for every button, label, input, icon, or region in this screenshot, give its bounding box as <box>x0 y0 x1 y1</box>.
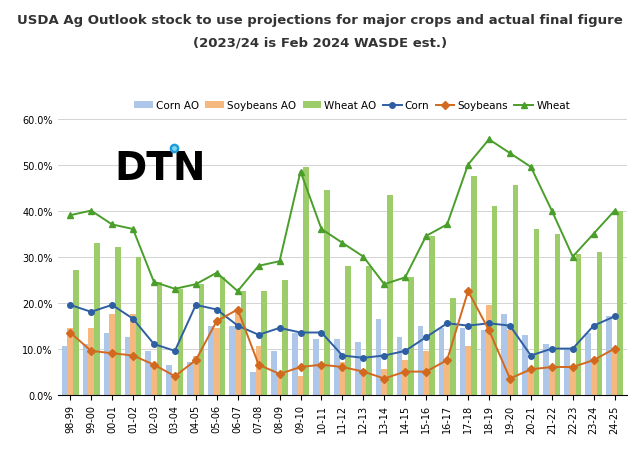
Bar <box>83 344 88 395</box>
Bar <box>429 236 435 395</box>
Bar <box>166 365 172 395</box>
Bar <box>276 374 282 395</box>
Bar <box>125 337 130 395</box>
Bar <box>172 376 178 395</box>
Bar <box>235 310 241 395</box>
Bar <box>292 333 298 395</box>
Bar <box>94 243 100 395</box>
Bar <box>241 291 246 395</box>
Bar <box>61 347 67 395</box>
Bar <box>418 326 423 395</box>
Bar <box>465 347 471 395</box>
Bar <box>220 278 225 395</box>
Bar <box>522 335 528 395</box>
Bar <box>340 363 345 395</box>
Bar <box>564 349 570 395</box>
Bar <box>534 230 540 395</box>
Bar <box>88 328 94 395</box>
Bar <box>334 340 340 395</box>
Legend: Corn AO, Soybeans AO, Wheat AO, Corn, Soybeans, Wheat: Corn AO, Soybeans AO, Wheat AO, Corn, So… <box>130 97 574 115</box>
Bar <box>109 314 115 395</box>
Bar <box>157 282 163 395</box>
Bar <box>502 314 507 395</box>
Bar <box>596 252 602 395</box>
Bar <box>198 285 204 395</box>
Bar <box>208 326 214 395</box>
Bar <box>507 330 513 395</box>
Bar <box>298 376 303 395</box>
Bar <box>376 319 381 395</box>
Bar <box>397 337 403 395</box>
Bar <box>262 291 267 395</box>
Bar <box>381 369 387 395</box>
Bar <box>549 369 555 395</box>
Bar <box>145 351 151 395</box>
Bar <box>543 344 549 395</box>
Bar <box>513 186 518 395</box>
Bar <box>612 349 618 395</box>
Bar <box>193 356 198 395</box>
Bar <box>115 248 120 395</box>
Bar <box>591 360 596 395</box>
Text: USDA Ag Outlook stock to use projections for major crops and actual final figure: USDA Ag Outlook stock to use projections… <box>17 14 623 27</box>
Bar <box>492 207 497 395</box>
Bar <box>345 266 351 395</box>
Bar <box>136 257 141 395</box>
Bar <box>618 211 623 395</box>
Bar <box>460 328 465 395</box>
Bar <box>403 360 408 395</box>
Bar <box>585 333 591 395</box>
Bar <box>408 278 413 395</box>
Bar <box>366 266 372 395</box>
Bar <box>104 333 109 395</box>
Bar <box>438 328 444 395</box>
Bar <box>73 271 79 395</box>
Bar <box>130 314 136 395</box>
Bar <box>229 326 235 395</box>
Bar <box>271 351 276 395</box>
Bar <box>575 255 581 395</box>
Text: (2023/24 is Feb 2024 WASDE est.): (2023/24 is Feb 2024 WASDE est.) <box>193 37 447 50</box>
Bar <box>570 367 575 395</box>
Bar <box>481 330 486 395</box>
Bar <box>178 289 183 395</box>
Bar <box>188 363 193 395</box>
Bar <box>256 347 262 395</box>
Bar <box>444 360 450 395</box>
Bar <box>450 298 456 395</box>
Bar <box>360 369 366 395</box>
Bar <box>471 177 477 395</box>
Bar <box>528 369 534 395</box>
Bar <box>319 365 324 395</box>
Bar <box>282 280 288 395</box>
Bar <box>324 190 330 395</box>
Bar <box>214 328 220 395</box>
Bar <box>355 342 360 395</box>
Bar <box>423 351 429 395</box>
Bar <box>303 168 309 395</box>
Bar <box>555 234 560 395</box>
Bar <box>151 365 157 395</box>
Bar <box>313 340 319 395</box>
Bar <box>250 372 256 395</box>
Bar <box>67 328 73 395</box>
Bar <box>486 305 492 395</box>
Bar <box>606 317 612 395</box>
Bar <box>387 195 393 395</box>
Text: DTN: DTN <box>115 150 206 188</box>
